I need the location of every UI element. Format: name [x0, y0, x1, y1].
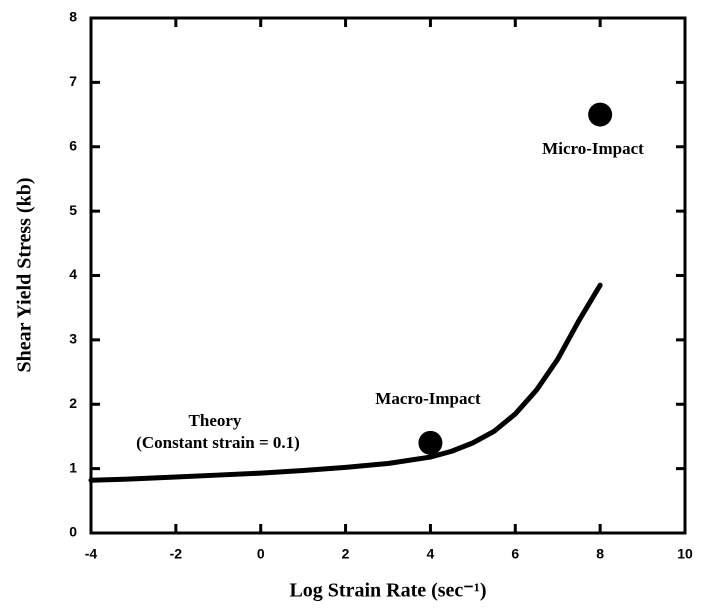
- x-tick-label: 6: [511, 546, 519, 562]
- y-tick-label: 6: [69, 137, 77, 153]
- y-tick-label: 8: [69, 9, 77, 25]
- x-tick-label: 8: [596, 546, 604, 562]
- data-point: [588, 102, 613, 127]
- x-tick-label: 10: [677, 546, 693, 562]
- theory-curve: [88, 282, 603, 483]
- plot-frame: [89, 16, 687, 535]
- x-tick-label: -2: [170, 546, 183, 562]
- x-tick-label: 0: [257, 546, 265, 562]
- y-tick-label: 2: [69, 395, 77, 411]
- x-tick-label: 2: [342, 546, 350, 562]
- x-tick-label: -4: [85, 546, 98, 562]
- x-tick-label: 4: [427, 546, 435, 562]
- annotation: Theory: [189, 411, 242, 430]
- y-tick-label: 1: [69, 459, 77, 475]
- annotation: Macro-Impact: [375, 389, 481, 408]
- x-axis-label: Log Strain Rate (sec⁻¹): [289, 580, 486, 602]
- y-tick-label: 5: [69, 202, 77, 218]
- y-tick-label: 4: [69, 266, 77, 282]
- annotation: (Constant strain = 0.1): [136, 433, 300, 452]
- y-axis-label: Shear Yield Stress (kb): [14, 177, 36, 372]
- y-tick-label: 7: [69, 73, 77, 89]
- y-tick-label: 3: [69, 331, 77, 347]
- annotation: Micro-Impact: [542, 139, 644, 158]
- data-point: [418, 430, 443, 455]
- y-tick-label: 0: [69, 524, 77, 540]
